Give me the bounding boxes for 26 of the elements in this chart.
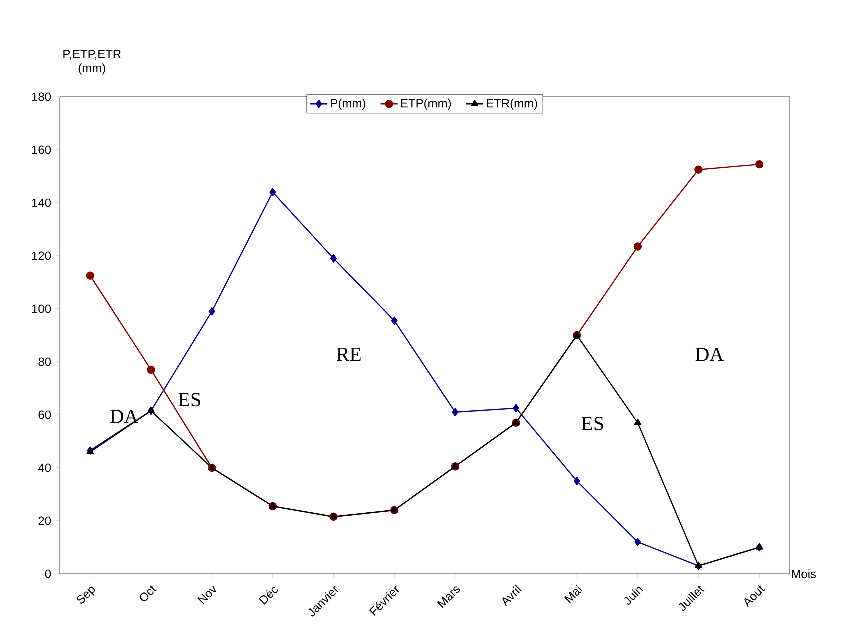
- y-tick-label: 40: [38, 464, 52, 472]
- annotation: RE: [336, 348, 361, 362]
- y-tick-label: 60: [38, 410, 52, 420]
- y-tick-label: 160: [32, 146, 52, 154]
- annotation: ES: [178, 393, 200, 407]
- x-tick-label: Déc: [258, 587, 278, 605]
- x-tick-label: Juin: [624, 587, 644, 605]
- y-tick-label: 140: [32, 198, 52, 208]
- annotation: ES: [582, 417, 604, 430]
- y-tick-label: 120: [32, 252, 52, 260]
- legend-label: P(mm): [331, 98, 366, 110]
- y-tick-label: 100: [32, 304, 52, 314]
- y-tick-label: 0: [45, 570, 52, 578]
- y-tick-label: 80: [38, 358, 52, 366]
- x-tick-label: Oct: [140, 586, 158, 602]
- x-tick-label: Sep: [76, 586, 96, 604]
- y-axis-title: P,ETP,ETR (mm): [64, 50, 122, 75]
- x-axis-title: Mois: [792, 570, 816, 578]
- legend-label: ETP(mm): [401, 98, 452, 110]
- y-tick-label: 180: [32, 92, 52, 102]
- y-tick-label: 20: [38, 516, 52, 526]
- annotation: DA: [696, 348, 724, 362]
- x-tick-label: Nov: [198, 586, 216, 604]
- legend-label: ETR(mm): [487, 98, 538, 110]
- x-tick-label: Mai: [564, 584, 583, 604]
- annotation: DA: [110, 410, 139, 424]
